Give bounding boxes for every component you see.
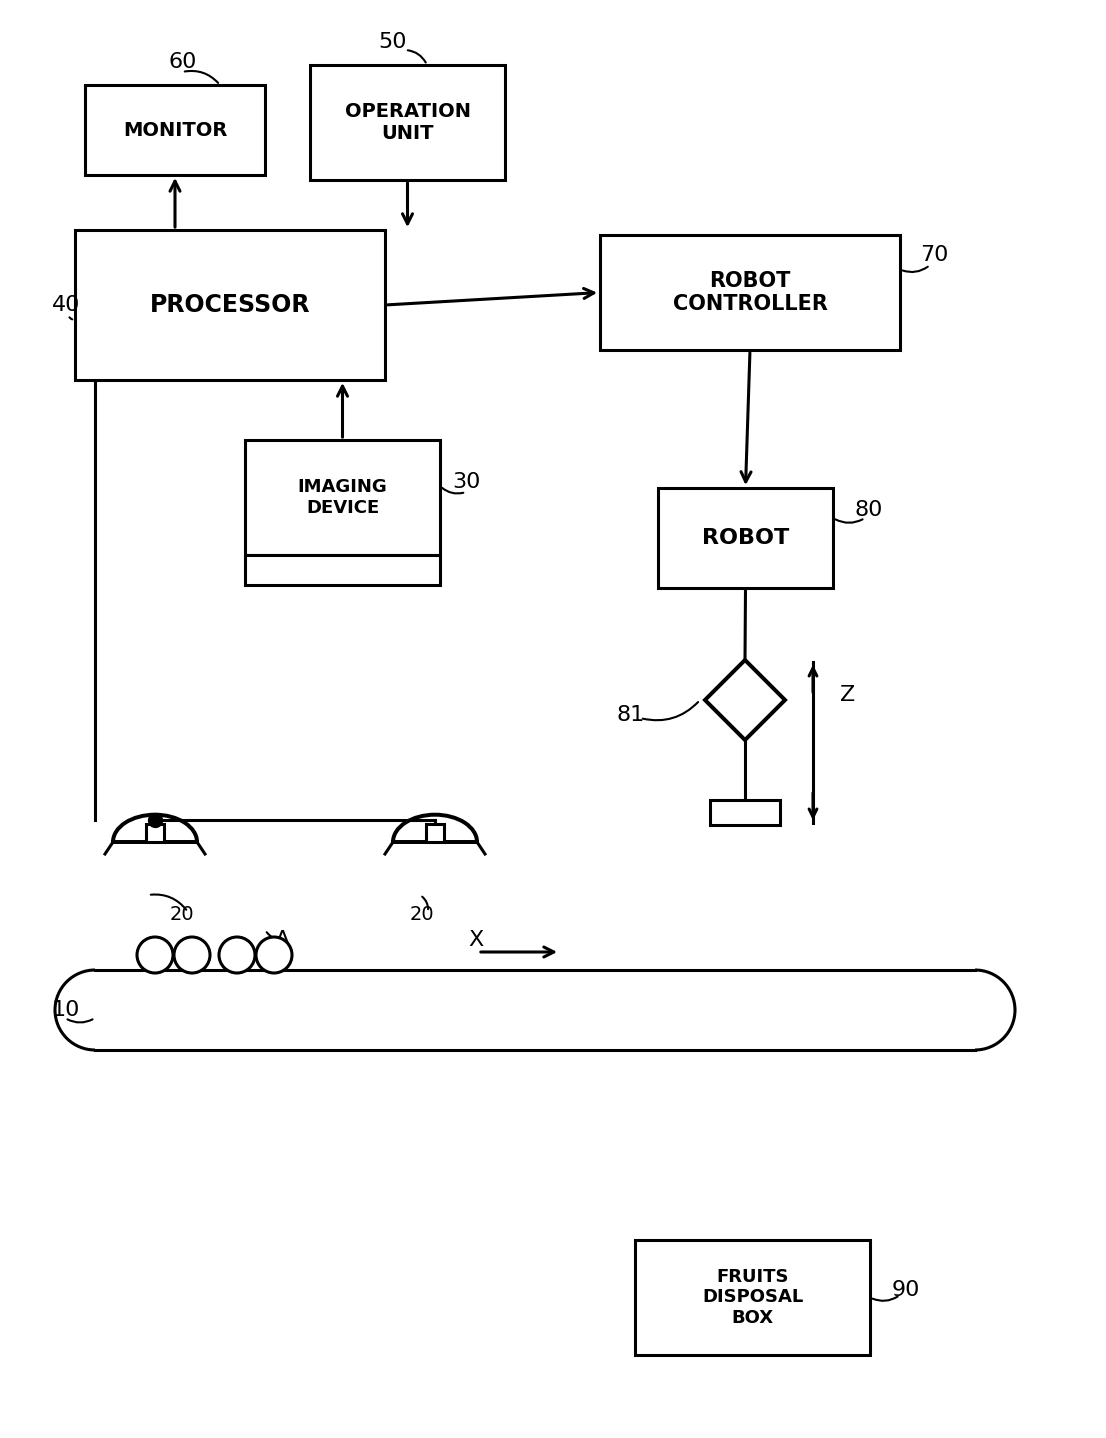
Text: 20: 20 [410,906,435,925]
Bar [85,85,265,175]
Text: Z: Z [839,684,855,705]
Bar [426,824,444,843]
Text: 50: 50 [378,32,407,52]
Bar [246,440,440,555]
Text: ROBOT
CONTROLLER: ROBOT CONTROLLER [672,270,827,313]
Text: ROBOT: ROBOT [702,528,789,548]
Text: X: X [468,930,483,951]
Bar [635,1240,870,1355]
Bar [658,487,833,588]
Text: 81: 81 [617,705,645,725]
Text: MONITOR: MONITOR [123,121,227,139]
Bar [146,824,164,843]
Circle shape [219,938,255,974]
Text: 40: 40 [52,295,81,315]
Bar [599,234,900,349]
Polygon shape [705,660,785,741]
Bar [75,230,385,380]
Text: 30: 30 [452,472,480,492]
Text: 70: 70 [920,244,948,265]
Text: PROCESSOR: PROCESSOR [149,293,311,316]
Text: IMAGING
DEVICE: IMAGING DEVICE [298,477,387,516]
Text: FRUITS
DISPOSAL
BOX: FRUITS DISPOSAL BOX [702,1268,803,1327]
Text: 20: 20 [170,906,195,925]
Bar [246,555,440,585]
Text: OPERATION
UNIT: OPERATION UNIT [344,102,470,142]
Text: 60: 60 [168,52,197,72]
Bar [710,800,780,825]
Circle shape [174,938,210,974]
Text: 90: 90 [893,1280,920,1300]
Text: 10: 10 [52,999,81,1020]
Circle shape [255,938,292,974]
Text: A: A [275,930,290,951]
Text: 80: 80 [855,500,884,521]
Circle shape [137,938,173,974]
Bar [310,65,505,180]
